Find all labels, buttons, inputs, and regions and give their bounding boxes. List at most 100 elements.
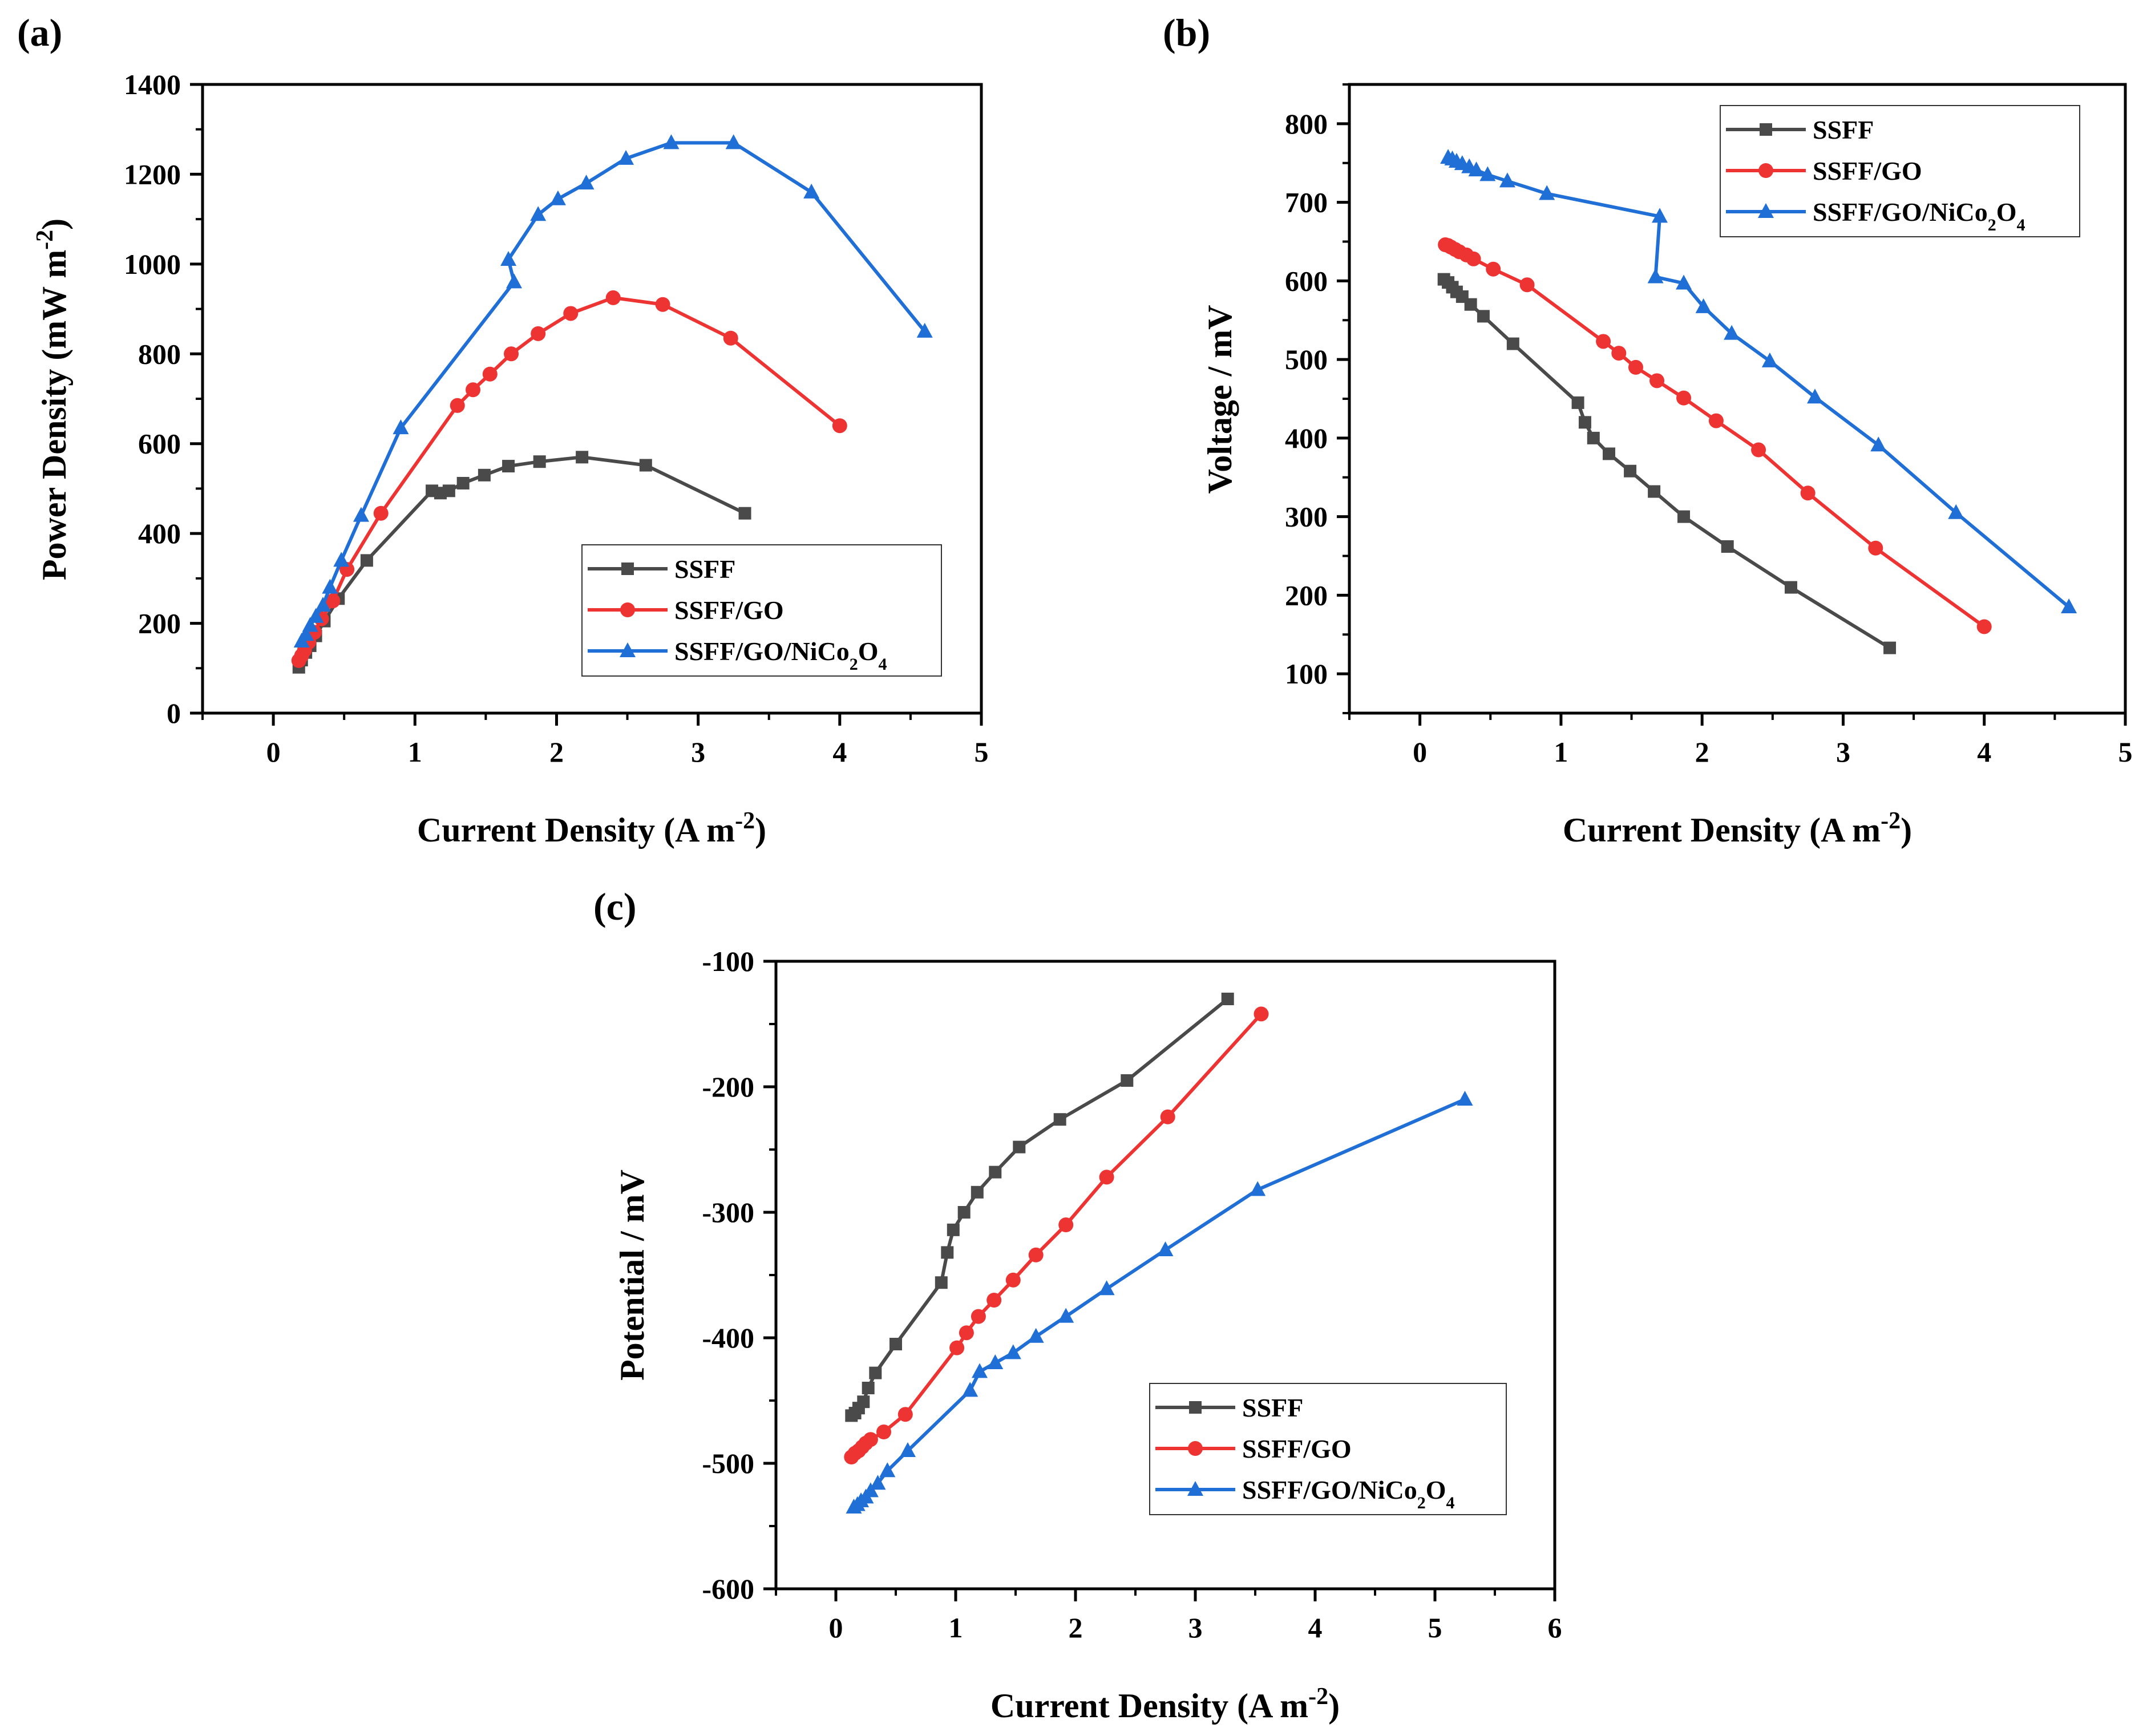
data-point bbox=[1058, 1308, 1074, 1323]
x-tick-label: 3 bbox=[691, 736, 705, 768]
series-3 bbox=[846, 1091, 1473, 1514]
data-point bbox=[1807, 389, 1823, 404]
data-point bbox=[1506, 337, 1519, 350]
x-tick-label: 5 bbox=[975, 736, 989, 768]
data-point bbox=[889, 1338, 902, 1350]
legend: SSFF SSFF/GO SSFF/GO/NiCo2O4 bbox=[1149, 1383, 1507, 1515]
legend-label: SSFF bbox=[1813, 115, 1874, 144]
x-tick-label: 1 bbox=[408, 736, 422, 768]
y-tick-label: 800 bbox=[1285, 108, 1328, 140]
y-tick-label: 700 bbox=[1285, 187, 1328, 218]
y-tick-label: -200 bbox=[702, 1071, 754, 1103]
data-point bbox=[1948, 504, 1964, 519]
y-axis-label: Voltage / mV bbox=[1201, 305, 1239, 493]
data-point bbox=[1647, 268, 1664, 284]
data-point bbox=[947, 1223, 960, 1236]
x-tick-label: 3 bbox=[1188, 1612, 1203, 1644]
data-point bbox=[962, 1382, 979, 1397]
x-tick-label: 2 bbox=[549, 736, 564, 768]
data-point bbox=[1578, 416, 1591, 429]
data-point bbox=[1539, 185, 1555, 200]
data-point bbox=[1098, 1280, 1115, 1296]
data-point bbox=[502, 460, 515, 473]
data-point bbox=[466, 382, 481, 398]
legend-label: SSFF/GO bbox=[1813, 156, 1922, 185]
x-axis-label: Current Density (A m-2) bbox=[417, 808, 766, 849]
y-tick-label: 400 bbox=[138, 517, 181, 549]
data-point bbox=[971, 1309, 986, 1324]
chart-panel-c: (c) 0 1 2 3 4 5 6 -100 -200 -300 -400 -500 -600 Curren… bbox=[593, 885, 1562, 1725]
data-point bbox=[1649, 373, 1665, 389]
data-point bbox=[862, 1482, 879, 1498]
data-point bbox=[832, 418, 847, 434]
data-point bbox=[1499, 172, 1515, 188]
data-point bbox=[563, 306, 579, 321]
data-point bbox=[949, 1340, 965, 1355]
legend-swatch-marker bbox=[1188, 1441, 1203, 1456]
series-1 bbox=[845, 993, 1234, 1422]
series-2 bbox=[1438, 237, 1992, 634]
data-point bbox=[533, 455, 546, 468]
data-point bbox=[639, 459, 652, 472]
data-point bbox=[302, 617, 318, 632]
data-point bbox=[618, 149, 634, 165]
x-tick-label: 2 bbox=[1069, 1612, 1083, 1644]
data-point bbox=[1013, 1140, 1026, 1154]
data-point bbox=[504, 346, 519, 362]
data-point bbox=[1053, 1113, 1066, 1126]
x-tick-label: 0 bbox=[829, 1612, 843, 1644]
x-tick-label: 3 bbox=[1836, 736, 1850, 768]
x-tick-label: 0 bbox=[266, 736, 281, 768]
data-point bbox=[1784, 581, 1797, 594]
y-tick-label: -500 bbox=[702, 1447, 754, 1479]
data-point bbox=[576, 451, 589, 464]
x-axis-label: Current Density (A m-2) bbox=[1563, 808, 1912, 849]
y-tick-label: 0 bbox=[167, 697, 181, 729]
data-point bbox=[2061, 598, 2077, 614]
data-point bbox=[972, 1363, 988, 1378]
data-point bbox=[959, 1325, 974, 1341]
data-point bbox=[325, 593, 341, 609]
legend-swatch-marker bbox=[1760, 123, 1772, 136]
data-point bbox=[1652, 208, 1668, 223]
data-point bbox=[869, 1366, 882, 1379]
data-point bbox=[308, 608, 324, 623]
data-point bbox=[360, 554, 373, 567]
data-point bbox=[314, 597, 331, 612]
data-point bbox=[1121, 1074, 1134, 1087]
x-tick-label: 4 bbox=[1977, 736, 1991, 768]
series-2 bbox=[844, 1006, 1269, 1464]
data-point bbox=[1695, 298, 1712, 313]
y-axis-label: Potential / mV bbox=[613, 1170, 651, 1381]
data-point bbox=[738, 507, 751, 520]
data-point bbox=[322, 578, 338, 594]
data-point bbox=[1058, 1217, 1074, 1232]
y-tick-label: -600 bbox=[702, 1573, 754, 1605]
data-point bbox=[879, 1462, 896, 1478]
y-tick-label: 600 bbox=[138, 428, 181, 460]
chart-panel-a: (a) 0 1 2 3 4 5 0 200 400 600 800 1000 1200 1400 Curren… bbox=[17, 11, 989, 849]
x-tick-label: 4 bbox=[1308, 1612, 1323, 1644]
y-tick-label: 1000 bbox=[124, 248, 181, 280]
panel-label: (c) bbox=[593, 885, 636, 928]
data-point bbox=[1587, 431, 1600, 444]
legend-label: SSFF/GO/NiCo2O4 bbox=[1242, 1475, 1455, 1512]
x-tick-label: 1 bbox=[1554, 736, 1568, 768]
x-tick-label: 5 bbox=[1428, 1612, 1442, 1644]
data-point bbox=[393, 419, 409, 435]
data-point bbox=[1571, 396, 1584, 409]
data-point bbox=[373, 505, 389, 521]
data-point bbox=[857, 1395, 870, 1409]
x-tick-label: 1 bbox=[949, 1612, 963, 1644]
data-point bbox=[725, 134, 742, 149]
data-point bbox=[1005, 1272, 1021, 1288]
data-point bbox=[876, 1425, 891, 1439]
y-tick-label: 1400 bbox=[124, 68, 181, 100]
data-point bbox=[1721, 540, 1734, 553]
x-tick-label: 2 bbox=[1695, 736, 1709, 768]
x-tick-label: 4 bbox=[832, 736, 847, 768]
data-point bbox=[456, 476, 470, 489]
data-point bbox=[478, 468, 491, 481]
series-line bbox=[850, 997, 1229, 1417]
y-tick-label: 100 bbox=[1285, 658, 1328, 690]
